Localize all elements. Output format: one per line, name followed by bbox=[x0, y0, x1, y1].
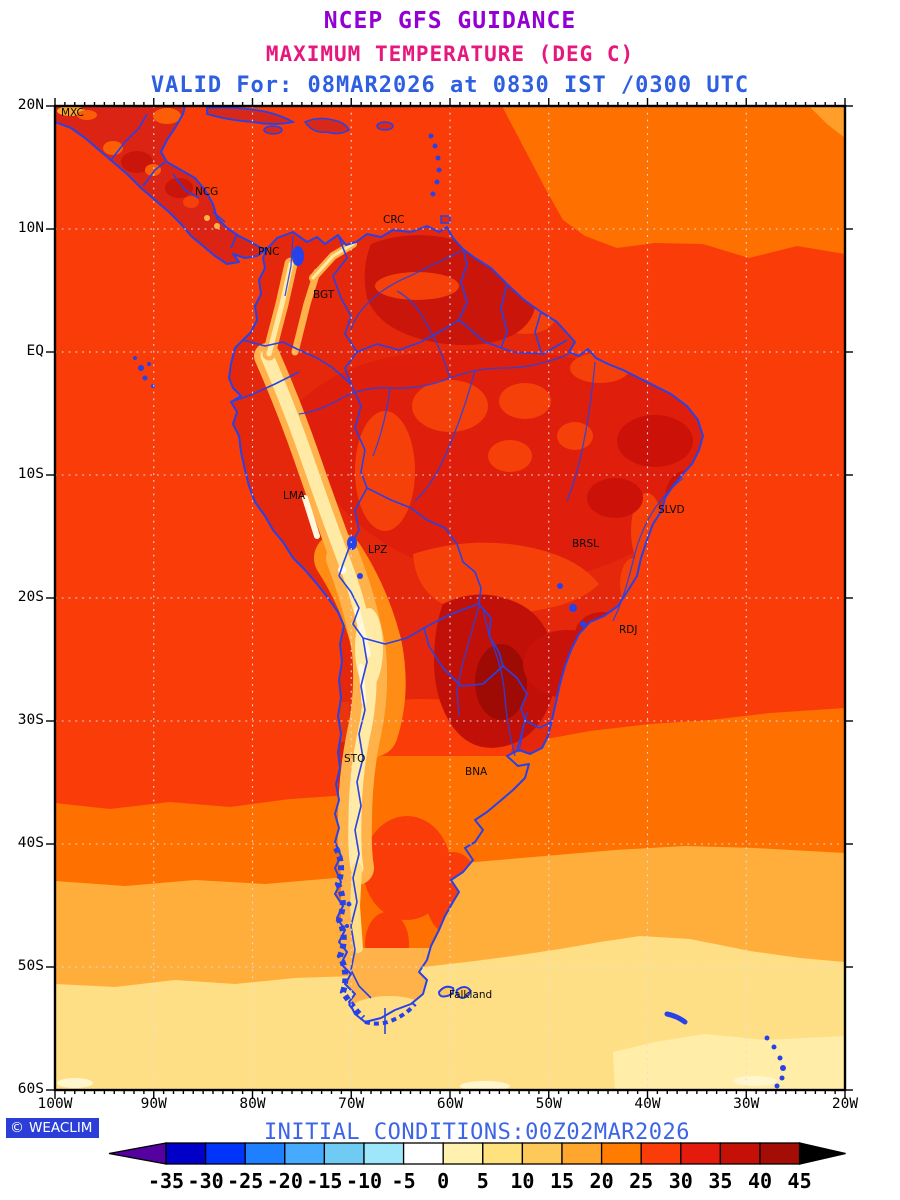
lat-tick-label: 50S bbox=[17, 958, 44, 974]
colorbar-tick-label: -5 bbox=[392, 1169, 416, 1193]
colorbar-cell bbox=[363, 1142, 405, 1165]
colorbar-cell bbox=[680, 1142, 722, 1165]
station-label-slvd: SLVD bbox=[658, 504, 685, 516]
copyright-icon: © bbox=[10, 1120, 24, 1136]
figure-subtitle: MAXIMUM TEMPERATURE (DEG C) bbox=[265, 42, 635, 66]
lat-tick-label: 60S bbox=[17, 1081, 44, 1097]
map-frame-border bbox=[53, 104, 847, 1092]
lon-tick-label: 30W bbox=[733, 1096, 760, 1112]
colorbar-cell bbox=[561, 1142, 603, 1165]
lon-tick-label: 40W bbox=[634, 1096, 661, 1112]
colorbar-cell bbox=[284, 1142, 326, 1165]
islands-and-lakes bbox=[133, 106, 786, 1089]
colorbar-tick-label: -10 bbox=[346, 1169, 382, 1193]
lat-tick-label: EQ bbox=[26, 343, 44, 359]
colorbar-tick-label: 45 bbox=[788, 1169, 812, 1193]
station-label-lma: LMA bbox=[283, 490, 306, 502]
colorbar-tick-label: -15 bbox=[306, 1169, 342, 1193]
colorbar-cell bbox=[759, 1142, 801, 1165]
lon-tick-label: 20W bbox=[831, 1096, 859, 1112]
colorbar-tick-label: 0 bbox=[437, 1169, 449, 1193]
lon-tick-label: 60W bbox=[436, 1096, 464, 1112]
colorbar-cell bbox=[521, 1142, 563, 1165]
rivers bbox=[284, 235, 684, 757]
colorbar-cell bbox=[204, 1142, 246, 1165]
colorbar-tick-label: 25 bbox=[629, 1169, 653, 1193]
colorbar-tick-label: -35 bbox=[148, 1169, 184, 1193]
colorbar-tick-label: 5 bbox=[477, 1169, 489, 1193]
station-label-bna: BNA bbox=[465, 766, 488, 778]
colorbar-tick-label: -20 bbox=[267, 1169, 303, 1193]
station-label-mxc: MXC bbox=[61, 107, 84, 119]
lat-tick-label: 10S bbox=[17, 466, 44, 482]
colorbar-cell bbox=[323, 1142, 365, 1165]
lon-tick-label: 70W bbox=[338, 1096, 365, 1112]
station-label-brsl: BRSL bbox=[572, 538, 600, 550]
page-title: NCEP GFS GUIDANCE bbox=[323, 8, 577, 34]
colorbar-tick-label: -25 bbox=[227, 1169, 263, 1193]
colorbar-tick-label: 40 bbox=[748, 1169, 772, 1193]
lat-tick-label: 20N bbox=[17, 97, 44, 113]
lat-tick-label: 20S bbox=[17, 589, 44, 605]
colorbar-cell bbox=[165, 1142, 207, 1165]
colorbar-cell bbox=[402, 1142, 444, 1165]
lat-tick-label: 10N bbox=[17, 220, 44, 236]
station-label-pnc: PNC bbox=[258, 246, 280, 258]
colorbar-tick-label: -30 bbox=[188, 1169, 224, 1193]
station-label-crc: CRC bbox=[383, 214, 405, 226]
temperature-colorbar: -35 -30 -25 -20 -15 -10 -5 0 5 10 15 20 25 30 35 40 45 bbox=[108, 1142, 846, 1193]
station-label-bgt: BGT bbox=[313, 289, 335, 301]
colorbar-cell bbox=[244, 1142, 286, 1165]
watermark-text: WEACLIM bbox=[29, 1120, 93, 1136]
lon-tick-label: 100W bbox=[37, 1096, 73, 1112]
lon-tick-label: 90W bbox=[140, 1096, 167, 1112]
station-label-lpz: LPZ bbox=[368, 544, 388, 556]
map-plot-area: MXC NCG PNC CRC BGT LMA LPZ BRSL SLVD RDJ STO BNA Fa… bbox=[46, 98, 853, 1099]
valid-time-line: VALID For: 08MAR2026 at 0830 IST /0300 U… bbox=[150, 73, 750, 98]
colorbar-cell bbox=[482, 1142, 524, 1165]
map-canvas bbox=[46, 98, 853, 1099]
colorbar-cell bbox=[442, 1142, 484, 1165]
station-label-falkland: Falkland bbox=[449, 989, 493, 1001]
station-label-sto: STO bbox=[344, 753, 366, 765]
graticule-grid bbox=[55, 106, 845, 1090]
initial-conditions-line: INITIAL CONDITIONS:00Z02MAR2026 bbox=[263, 1120, 691, 1145]
weaclim-watermark: © WEACLIM bbox=[6, 1118, 100, 1138]
colorbar-tick-label: 30 bbox=[669, 1169, 693, 1193]
lon-tick-label: 80W bbox=[239, 1096, 266, 1112]
station-label-ncg: NCG bbox=[195, 186, 219, 198]
lon-tick-label: 50W bbox=[535, 1096, 562, 1112]
colorbar-cell bbox=[600, 1142, 642, 1165]
colorbar-tick-label: 20 bbox=[590, 1169, 614, 1193]
colorbar-tick-label: 15 bbox=[550, 1169, 574, 1193]
lat-tick-label: 30S bbox=[17, 712, 44, 728]
colorbar-tick-label: 35 bbox=[708, 1169, 732, 1193]
station-label-rdj: RDJ bbox=[619, 624, 638, 636]
colorbar-tick-label: 10 bbox=[510, 1169, 534, 1193]
colorbar-cell bbox=[719, 1142, 761, 1165]
colorbar-cell bbox=[640, 1142, 682, 1165]
lat-tick-label: 40S bbox=[17, 835, 44, 851]
